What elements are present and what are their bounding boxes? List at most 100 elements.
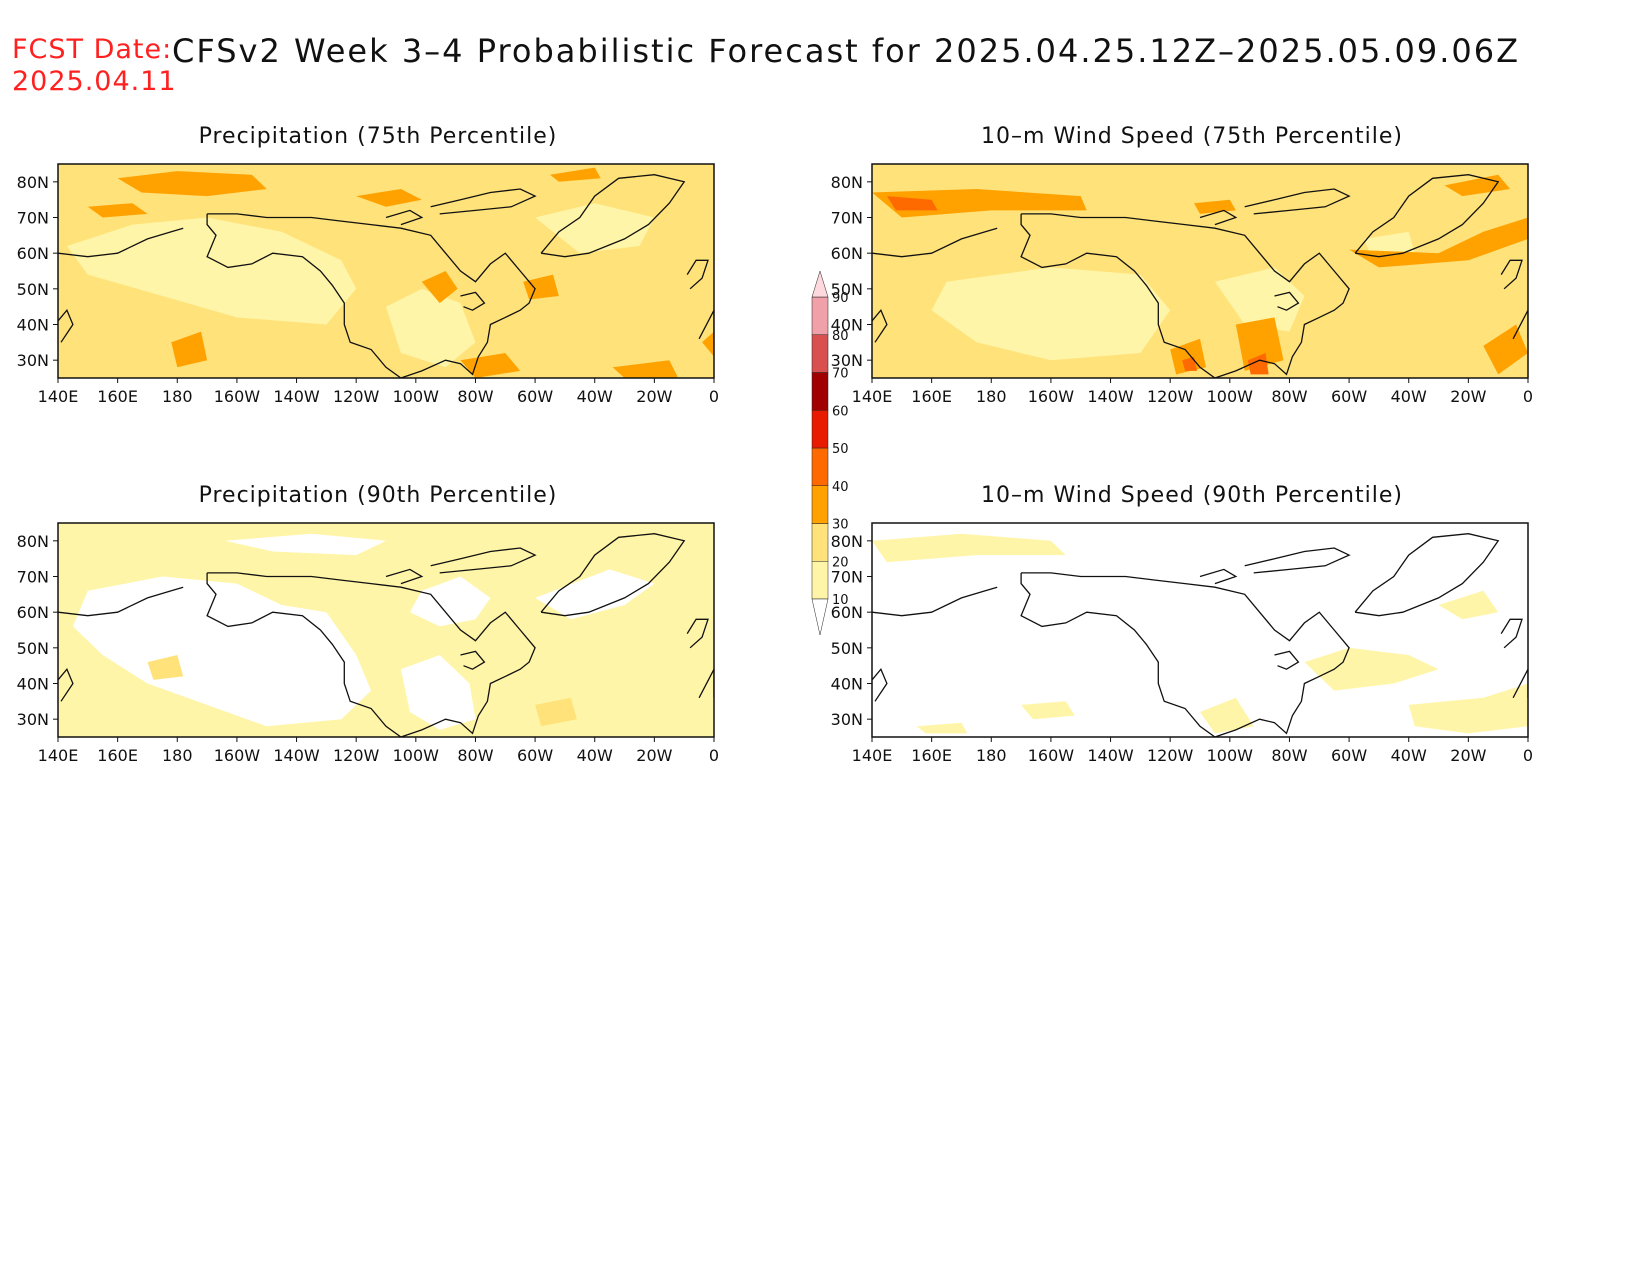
probability-region	[535, 697, 577, 727]
probability-region	[535, 569, 655, 620]
lon-tick-label: 80W	[457, 387, 493, 406]
coastline	[430, 188, 537, 215]
coastline	[206, 213, 536, 378]
lon-tick-label: 0	[709, 387, 719, 406]
map-frame	[871, 522, 1529, 738]
coastline	[686, 259, 709, 290]
colorbar-level-label: 80	[832, 329, 849, 344]
lat-tick-label: 70N	[831, 209, 863, 228]
probability-region	[1408, 683, 1528, 734]
lat-tick-label: 70N	[17, 209, 49, 228]
lat-tick-label: 30N	[17, 710, 49, 729]
probability-region	[356, 189, 422, 207]
lon-tick-label: 160W	[214, 746, 261, 765]
coastline	[1512, 668, 1528, 699]
coastline	[872, 586, 998, 617]
lat-tick-label: 30N	[831, 710, 863, 729]
coastline	[1199, 209, 1238, 226]
lon-tick-label: 140E	[38, 746, 79, 765]
coastline	[1354, 174, 1500, 258]
probability-region	[872, 533, 1066, 563]
coastline	[58, 586, 184, 617]
probability-region	[171, 331, 208, 368]
probability-region	[1438, 590, 1499, 620]
coastline	[1199, 568, 1238, 585]
map-panel-wind-90: 10–m Wind Speed (90th Percentile) 140E 16…	[812, 483, 1572, 843]
coastline	[385, 209, 424, 226]
map-plot: 140E 160E 180 160W 140W 120W 100W 80W 60W 40W 20W 0…	[831, 163, 1533, 406]
lon-tick-label: 20W	[1450, 387, 1486, 406]
map-plot: 140E 160E 180 160W 140W 120W 100W 80W 60W 40W 20W 0…	[17, 522, 719, 765]
probability-region	[1194, 199, 1236, 214]
lat-tick-label: 50N	[17, 639, 49, 658]
lon-tick-label: 40W	[577, 387, 613, 406]
lat-tick-label: 60N	[17, 603, 49, 622]
probability-region	[916, 722, 968, 734]
lon-tick-label: 120W	[333, 387, 380, 406]
lon-tick-label: 160W	[214, 387, 261, 406]
lat-tick-label: 80N	[17, 173, 49, 192]
coastline	[698, 309, 714, 340]
probability-region	[225, 533, 386, 556]
probability-region	[1483, 324, 1528, 375]
lat-tick-label: 80N	[17, 532, 49, 551]
map-frame	[871, 163, 1529, 379]
probability-region	[1444, 174, 1511, 197]
probability-region	[702, 331, 714, 357]
coastline	[1500, 618, 1523, 649]
shaded-field	[872, 523, 1528, 737]
colorbar-level-label: 50	[832, 442, 849, 457]
lat-tick-label: 70N	[17, 568, 49, 587]
probability-region	[1021, 701, 1075, 720]
colorbar-level-label: 10	[832, 593, 849, 608]
colorbar-level-label: 90	[832, 291, 849, 306]
coastline	[872, 227, 998, 258]
colorbar-level-label: 20	[832, 555, 849, 570]
coastline	[872, 308, 888, 343]
coastline	[430, 547, 537, 574]
lon-tick-label: 100W	[393, 746, 440, 765]
forecast-date-label: FCST Date:	[12, 34, 173, 65]
lon-tick-label: 140W	[1087, 746, 1134, 765]
lat-tick-label: 60N	[17, 244, 49, 263]
coastline	[460, 291, 486, 311]
probability-region	[931, 267, 1171, 361]
probability-region	[1247, 353, 1269, 375]
colorbar-segment	[811, 523, 829, 562]
lat-tick-label: 70N	[831, 568, 863, 587]
probability-region	[1304, 647, 1439, 691]
probability-region	[550, 167, 601, 182]
lon-tick-label: 140W	[273, 746, 320, 765]
probability-region	[460, 353, 521, 378]
colorbar-segment	[811, 447, 829, 486]
coastline	[1244, 547, 1351, 574]
colorbar-lower-arrow	[811, 598, 829, 636]
probability-region	[1214, 267, 1305, 332]
lon-tick-label: 20W	[636, 387, 672, 406]
coastline	[1500, 259, 1523, 290]
lon-tick-label: 140E	[38, 387, 79, 406]
colorbar-segment	[811, 296, 829, 335]
lat-tick-label: 60N	[831, 244, 863, 263]
lon-tick-label: 60W	[1331, 746, 1367, 765]
lon-tick-label: 120W	[1147, 746, 1194, 765]
shaded-field	[58, 523, 714, 737]
lon-tick-label: 60W	[517, 746, 553, 765]
lon-tick-label: 140W	[1087, 387, 1134, 406]
probability-region	[87, 203, 148, 218]
lat-tick-label: 40N	[831, 675, 863, 694]
probability-region	[400, 655, 476, 730]
coastline	[58, 308, 74, 343]
probability-region	[117, 171, 267, 197]
coastline	[686, 618, 709, 649]
colorbar-segment	[811, 485, 829, 524]
coastline	[1244, 188, 1351, 215]
lat-tick-label: 50N	[831, 639, 863, 658]
lat-tick-label: 60N	[831, 603, 863, 622]
lat-tick-label: 40N	[17, 675, 49, 694]
probability-region	[409, 576, 491, 627]
lon-tick-label: 180	[162, 387, 193, 406]
probability-region	[1200, 697, 1254, 734]
colorbar-upper-arrow	[811, 270, 829, 298]
colorbar-segment	[811, 372, 829, 411]
